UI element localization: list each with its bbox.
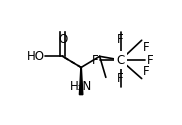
Text: O: O: [58, 33, 67, 46]
Text: C: C: [116, 54, 125, 66]
Text: F: F: [143, 41, 149, 54]
Text: H₂N: H₂N: [70, 80, 92, 93]
Text: F: F: [92, 54, 99, 66]
Polygon shape: [79, 68, 83, 95]
Text: HO: HO: [27, 50, 45, 63]
Text: F: F: [117, 72, 124, 85]
Text: F: F: [117, 34, 124, 46]
Text: F: F: [146, 54, 153, 66]
Text: F: F: [143, 65, 149, 78]
